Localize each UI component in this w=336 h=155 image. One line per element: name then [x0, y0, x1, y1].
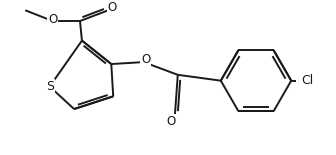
Text: O: O [166, 115, 175, 128]
Text: O: O [108, 1, 117, 14]
Text: O: O [141, 53, 150, 66]
Text: O: O [48, 13, 57, 26]
Text: Cl: Cl [302, 74, 314, 87]
Text: S: S [46, 80, 54, 93]
